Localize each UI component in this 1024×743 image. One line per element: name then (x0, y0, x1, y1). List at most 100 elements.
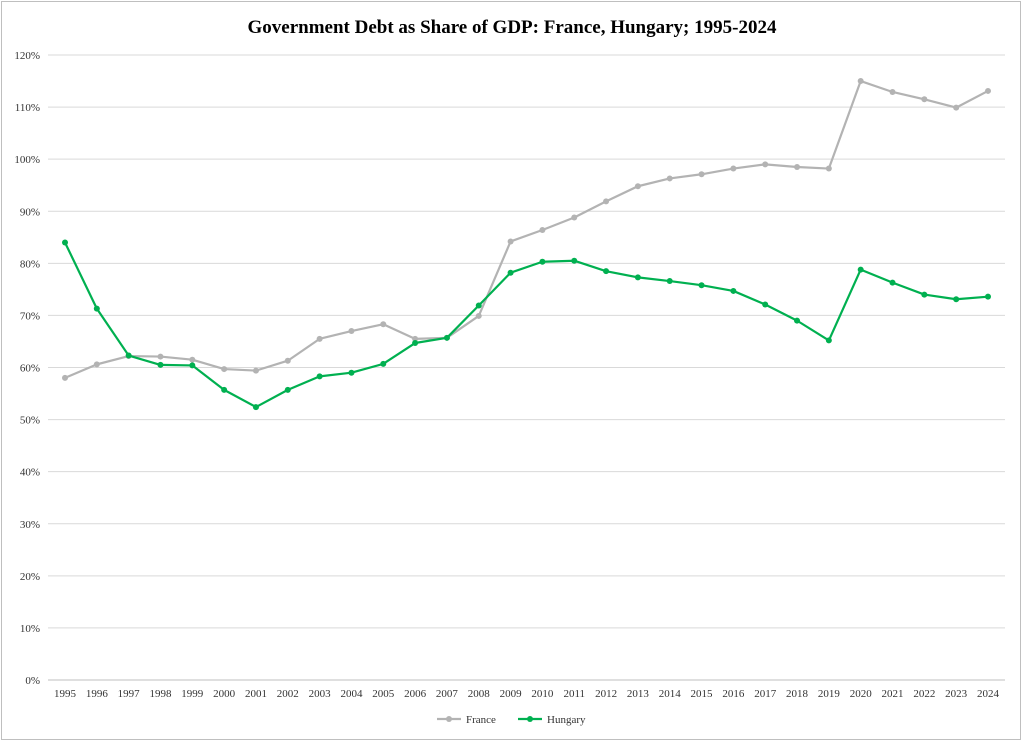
y-tick-label: 120% (14, 50, 40, 62)
france-legend-marker (446, 716, 452, 722)
x-tick-label: 1998 (149, 688, 172, 700)
france-point (762, 161, 769, 168)
france-point (985, 87, 991, 94)
france-point (539, 227, 546, 233)
hungary-point (284, 386, 291, 393)
x-tick-label: 2010 (531, 688, 554, 700)
hungary-point (93, 305, 100, 312)
france-point (412, 335, 419, 342)
france-point (666, 175, 673, 182)
hungary-point (443, 334, 450, 341)
x-tick-label: 2013 (627, 688, 650, 700)
france-point (634, 183, 641, 190)
x-tick-label: 2015 (691, 688, 714, 700)
x-tick-label: 2014 (659, 688, 682, 700)
france-point (157, 353, 164, 360)
x-tick-label: 2021 (882, 688, 904, 700)
x-tick-label: 2012 (595, 688, 617, 700)
france-point (62, 374, 68, 381)
hungary-point (762, 301, 769, 308)
hungary-point (539, 258, 546, 265)
y-tick-label: 20% (20, 571, 40, 583)
france-point (252, 367, 259, 374)
y-tick-label: 90% (20, 206, 40, 218)
hungary-point (62, 239, 68, 246)
france-point (953, 104, 960, 111)
france-legend-label: France (466, 714, 496, 726)
france-point (571, 214, 578, 221)
x-tick-label: 2018 (786, 688, 809, 700)
x-tick-label: 2003 (309, 688, 332, 700)
france-point (380, 321, 387, 328)
hungary-point (634, 274, 641, 281)
hungary-point (698, 282, 705, 289)
france-point (475, 312, 482, 319)
x-tick-label: 1995 (54, 688, 77, 700)
hungary-point (953, 296, 960, 303)
france-line (64, 79, 989, 379)
y-tick-label: 80% (20, 258, 40, 270)
hungary-point (730, 287, 737, 294)
y-tick-label: 10% (20, 623, 40, 635)
x-tick-label: 2001 (245, 688, 267, 700)
hungary-point (189, 362, 196, 369)
hungary-point (666, 278, 673, 285)
hungary-point (889, 279, 896, 286)
france-point (348, 328, 355, 335)
x-tick-label: 2023 (945, 688, 968, 700)
x-tick-label: 1996 (86, 688, 109, 700)
hungary-line (64, 242, 989, 409)
x-tick-label: 2002 (277, 688, 299, 700)
y-tick-label: 70% (20, 310, 40, 322)
hungary-point (125, 352, 132, 359)
france-point (794, 163, 801, 170)
x-tick-label: 2009 (500, 688, 523, 700)
hungary-point (316, 373, 323, 380)
y-tick-label: 110% (15, 102, 40, 114)
x-tick-label: 2017 (754, 688, 777, 700)
x-tick-label: 2022 (913, 688, 935, 700)
france-point (698, 171, 705, 178)
hungary-point (157, 361, 164, 368)
hungary-legend-label: Hungary (547, 714, 586, 726)
x-tick-label: 2004 (340, 688, 363, 700)
hungary-point (380, 360, 387, 367)
hungary-point (603, 268, 610, 275)
x-tick-label: 2024 (977, 688, 1000, 700)
hungary-point (348, 369, 355, 376)
y-tick-label: 0% (25, 675, 40, 687)
hungary-point (857, 266, 864, 273)
hungary-point (507, 269, 514, 276)
x-tick-label: 2005 (372, 688, 395, 700)
x-tick-label: 2008 (468, 688, 491, 700)
hungary-point (412, 340, 419, 347)
hungary-point (825, 337, 832, 344)
france-point (921, 96, 928, 103)
x-tick-label: 1997 (118, 688, 141, 700)
x-tick-label: 2006 (404, 688, 427, 700)
y-tick-label: 50% (20, 415, 40, 427)
france-point (730, 165, 737, 172)
france-point (825, 165, 832, 172)
chart-title: Government Debt as Share of GDP: France,… (248, 17, 777, 38)
y-tick-label: 30% (20, 519, 40, 531)
x-tick-label: 1999 (181, 688, 204, 700)
x-tick-label: 2000 (213, 688, 236, 700)
france-point (316, 335, 323, 342)
y-tick-label: 100% (14, 154, 40, 166)
france-point (857, 78, 864, 85)
france-point (221, 366, 228, 373)
x-tick-label: 2007 (436, 688, 459, 700)
hungary-point (571, 257, 578, 264)
hungary-point (221, 386, 228, 393)
hungary-point (475, 302, 482, 309)
hungary-point (985, 293, 991, 300)
y-tick-label: 40% (20, 467, 40, 479)
france-point (603, 198, 610, 205)
hungary-point (921, 291, 928, 298)
france-point (284, 357, 291, 364)
x-tick-label: 2020 (850, 688, 873, 700)
france-point (507, 238, 514, 245)
